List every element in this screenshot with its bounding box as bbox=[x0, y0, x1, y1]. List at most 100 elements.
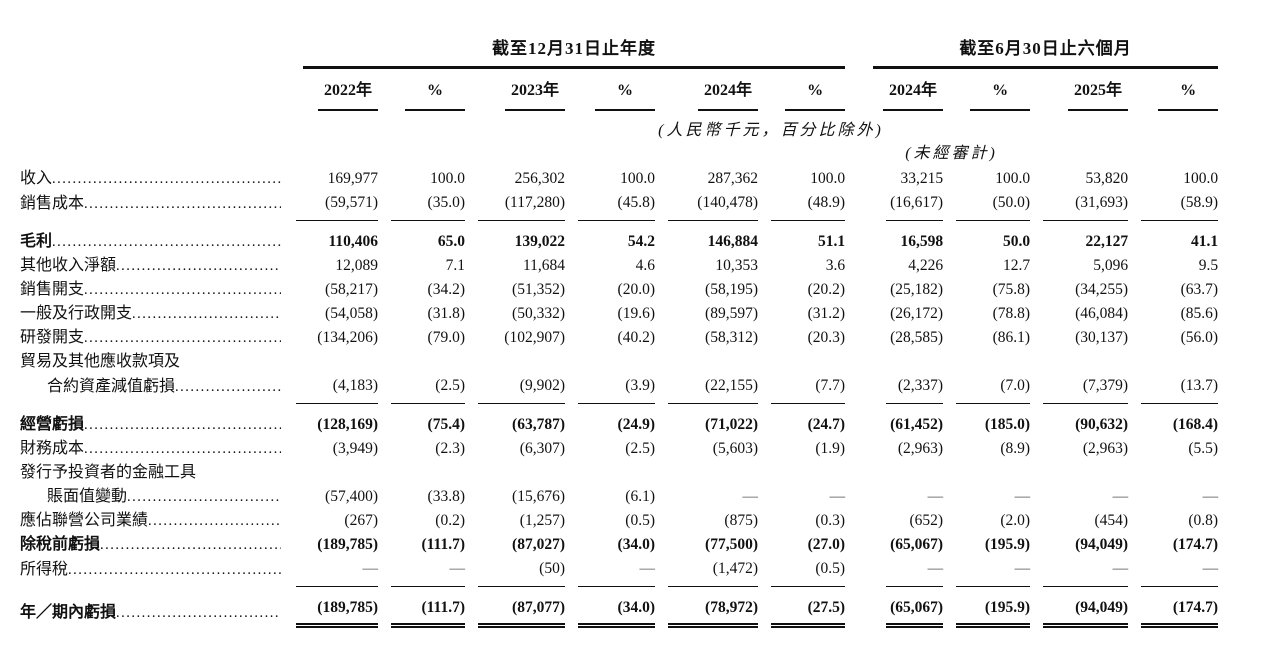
row-label: 收入 bbox=[20, 170, 53, 187]
cell-value: (1,472) bbox=[668, 557, 758, 587]
row-label: 銷售成本 bbox=[20, 195, 85, 212]
cell-value: (140,478) bbox=[668, 191, 758, 221]
cell-value: 3.6 bbox=[825, 257, 846, 274]
cell-value: 41.1 bbox=[1190, 233, 1219, 250]
row-label: 研發開支 bbox=[20, 329, 85, 346]
dot-leader bbox=[148, 512, 281, 530]
cell-value: 169,977 bbox=[327, 170, 378, 187]
table-row: 貿易及其他應收款項及 bbox=[20, 350, 1218, 374]
dot-leader bbox=[100, 536, 281, 554]
cell-value: (78,972) bbox=[668, 587, 758, 628]
cell-value: (65,067) bbox=[886, 587, 944, 628]
cell-value: (27.5) bbox=[771, 587, 846, 628]
cell-value: 100.0 bbox=[1183, 170, 1219, 187]
cell-value: (40.2) bbox=[617, 329, 655, 346]
units-note-row: (人民幣千元，百分比除外) bbox=[20, 111, 1218, 140]
cell-value: (102,907) bbox=[504, 329, 565, 346]
cell-value: (168.4) bbox=[1172, 416, 1219, 433]
cell-value: 12.7 bbox=[1002, 257, 1031, 274]
cell-value: (31.8) bbox=[427, 305, 465, 322]
row-label: 發行予投資者的金融工具 bbox=[20, 464, 197, 481]
cell-value: 100.0 bbox=[430, 170, 465, 187]
spacer-cell bbox=[845, 302, 873, 326]
spacer-cell bbox=[845, 165, 873, 191]
spacer-cell bbox=[845, 404, 873, 437]
cell-value: — bbox=[1112, 488, 1129, 505]
cell-value: (2.5) bbox=[391, 374, 465, 404]
cell-value: 12,089 bbox=[335, 257, 378, 274]
cell-value: 100.0 bbox=[620, 170, 655, 187]
dot-leader bbox=[84, 329, 281, 347]
cell-value: (128,169) bbox=[317, 416, 378, 433]
cell-value: — bbox=[1014, 488, 1031, 505]
cell-value: (35.0) bbox=[391, 191, 465, 221]
cell-value: 54.2 bbox=[627, 233, 655, 250]
row-label: 財務成本 bbox=[20, 440, 85, 457]
group-header-row: 截至12月31日止年度 截至6月30日止六個月 bbox=[20, 16, 1219, 69]
cell-value: (50) bbox=[478, 557, 565, 587]
dot-leader bbox=[84, 416, 281, 434]
row-label: 除稅前虧損 bbox=[20, 536, 101, 553]
col-header-2023: 2023年 bbox=[505, 81, 565, 111]
cell-value: (6,307) bbox=[519, 440, 565, 457]
spacer-cell bbox=[845, 69, 873, 111]
cell-value: (185.0) bbox=[984, 416, 1031, 433]
col-header-pct-2025-interim: % bbox=[1158, 81, 1219, 111]
cell-value: — bbox=[391, 557, 465, 587]
spacer-cell bbox=[845, 140, 873, 165]
dot-leader bbox=[52, 170, 281, 188]
cell-value: (94,049) bbox=[1043, 587, 1129, 628]
cell-value: 146,884 bbox=[707, 233, 758, 250]
cell-value: (59,571) bbox=[296, 191, 378, 221]
cell-value: 4.6 bbox=[635, 257, 655, 274]
cell-value: (71,022) bbox=[705, 416, 758, 433]
col-header-pct-2023: % bbox=[595, 81, 655, 111]
cell-value: (79.0) bbox=[427, 329, 465, 346]
row-label: 其他收入淨額 bbox=[20, 257, 117, 274]
cell-value: (48.9) bbox=[771, 191, 846, 221]
cell-value: 51.1 bbox=[817, 233, 846, 250]
cell-value: (24.9) bbox=[617, 416, 655, 433]
cell-value: (45.8) bbox=[578, 191, 655, 221]
table-row: 一般及行政開支 (54,058) (31.8) (50,332) (19.6) (89,5… bbox=[20, 302, 1218, 326]
cell-value: (7.0) bbox=[956, 374, 1031, 404]
cell-value: (3.9) bbox=[578, 374, 655, 404]
cell-value: — bbox=[578, 557, 655, 587]
cell-value: (5,603) bbox=[712, 440, 758, 457]
financial-summary-section: 截至12月31日止年度 截至6月30日止六個月 2022年 % 2023年 % … bbox=[0, 0, 1280, 628]
cell-value: 22,127 bbox=[1085, 233, 1129, 250]
row-label: 一般及行政開支 bbox=[20, 305, 133, 322]
cell-value: — bbox=[1043, 557, 1129, 587]
cell-value: — bbox=[296, 557, 378, 587]
spacer-cell bbox=[845, 16, 873, 69]
cell-value: (19.6) bbox=[617, 305, 655, 322]
cell-value: 4,226 bbox=[908, 257, 944, 274]
dot-leader bbox=[84, 281, 281, 299]
table-row: 應佔聯營公司業績 (267) (0.2) (1,257) (0.5) (875) (0.3)… bbox=[20, 509, 1218, 533]
cell-value: (56.0) bbox=[1180, 329, 1219, 346]
cell-value: (86.1) bbox=[992, 329, 1031, 346]
cell-value: 5,096 bbox=[1093, 257, 1129, 274]
label-column-header bbox=[20, 16, 283, 69]
dot-leader bbox=[68, 561, 281, 579]
cell-value: 11,684 bbox=[522, 257, 565, 274]
row-label: 賬面值變動 bbox=[47, 488, 128, 505]
row-label: 年／期內虧損 bbox=[20, 604, 117, 621]
table-row: 其他收入淨額 12,089 7.1 11,684 4.6 10,353 3.6 4,226 12… bbox=[20, 254, 1218, 278]
cell-value: (875) bbox=[724, 512, 758, 529]
cell-value: 65.0 bbox=[437, 233, 465, 250]
spacer-cell bbox=[845, 587, 873, 628]
table-row: 財務成本 (3,949) (2.3) (6,307) (2.5) (5,603) (1.9)… bbox=[20, 437, 1218, 461]
dot-leader bbox=[175, 378, 281, 396]
table-row: 年／期內虧損 (189,785) (111.7) (87,077) (34.0) (78,… bbox=[20, 587, 1219, 628]
spacer-cell bbox=[845, 350, 873, 374]
cell-value: (16,617) bbox=[886, 191, 944, 221]
cell-value: (50,332) bbox=[512, 305, 565, 322]
spacer-cell bbox=[845, 191, 873, 221]
cell-value: (94,049) bbox=[1075, 536, 1129, 553]
cell-value: — bbox=[956, 557, 1031, 587]
spacer-cell bbox=[845, 509, 873, 533]
cell-value: (0.2) bbox=[435, 512, 465, 529]
cell-value: (111.7) bbox=[421, 536, 466, 553]
col-header-2024-interim: 2024年 bbox=[883, 81, 944, 111]
